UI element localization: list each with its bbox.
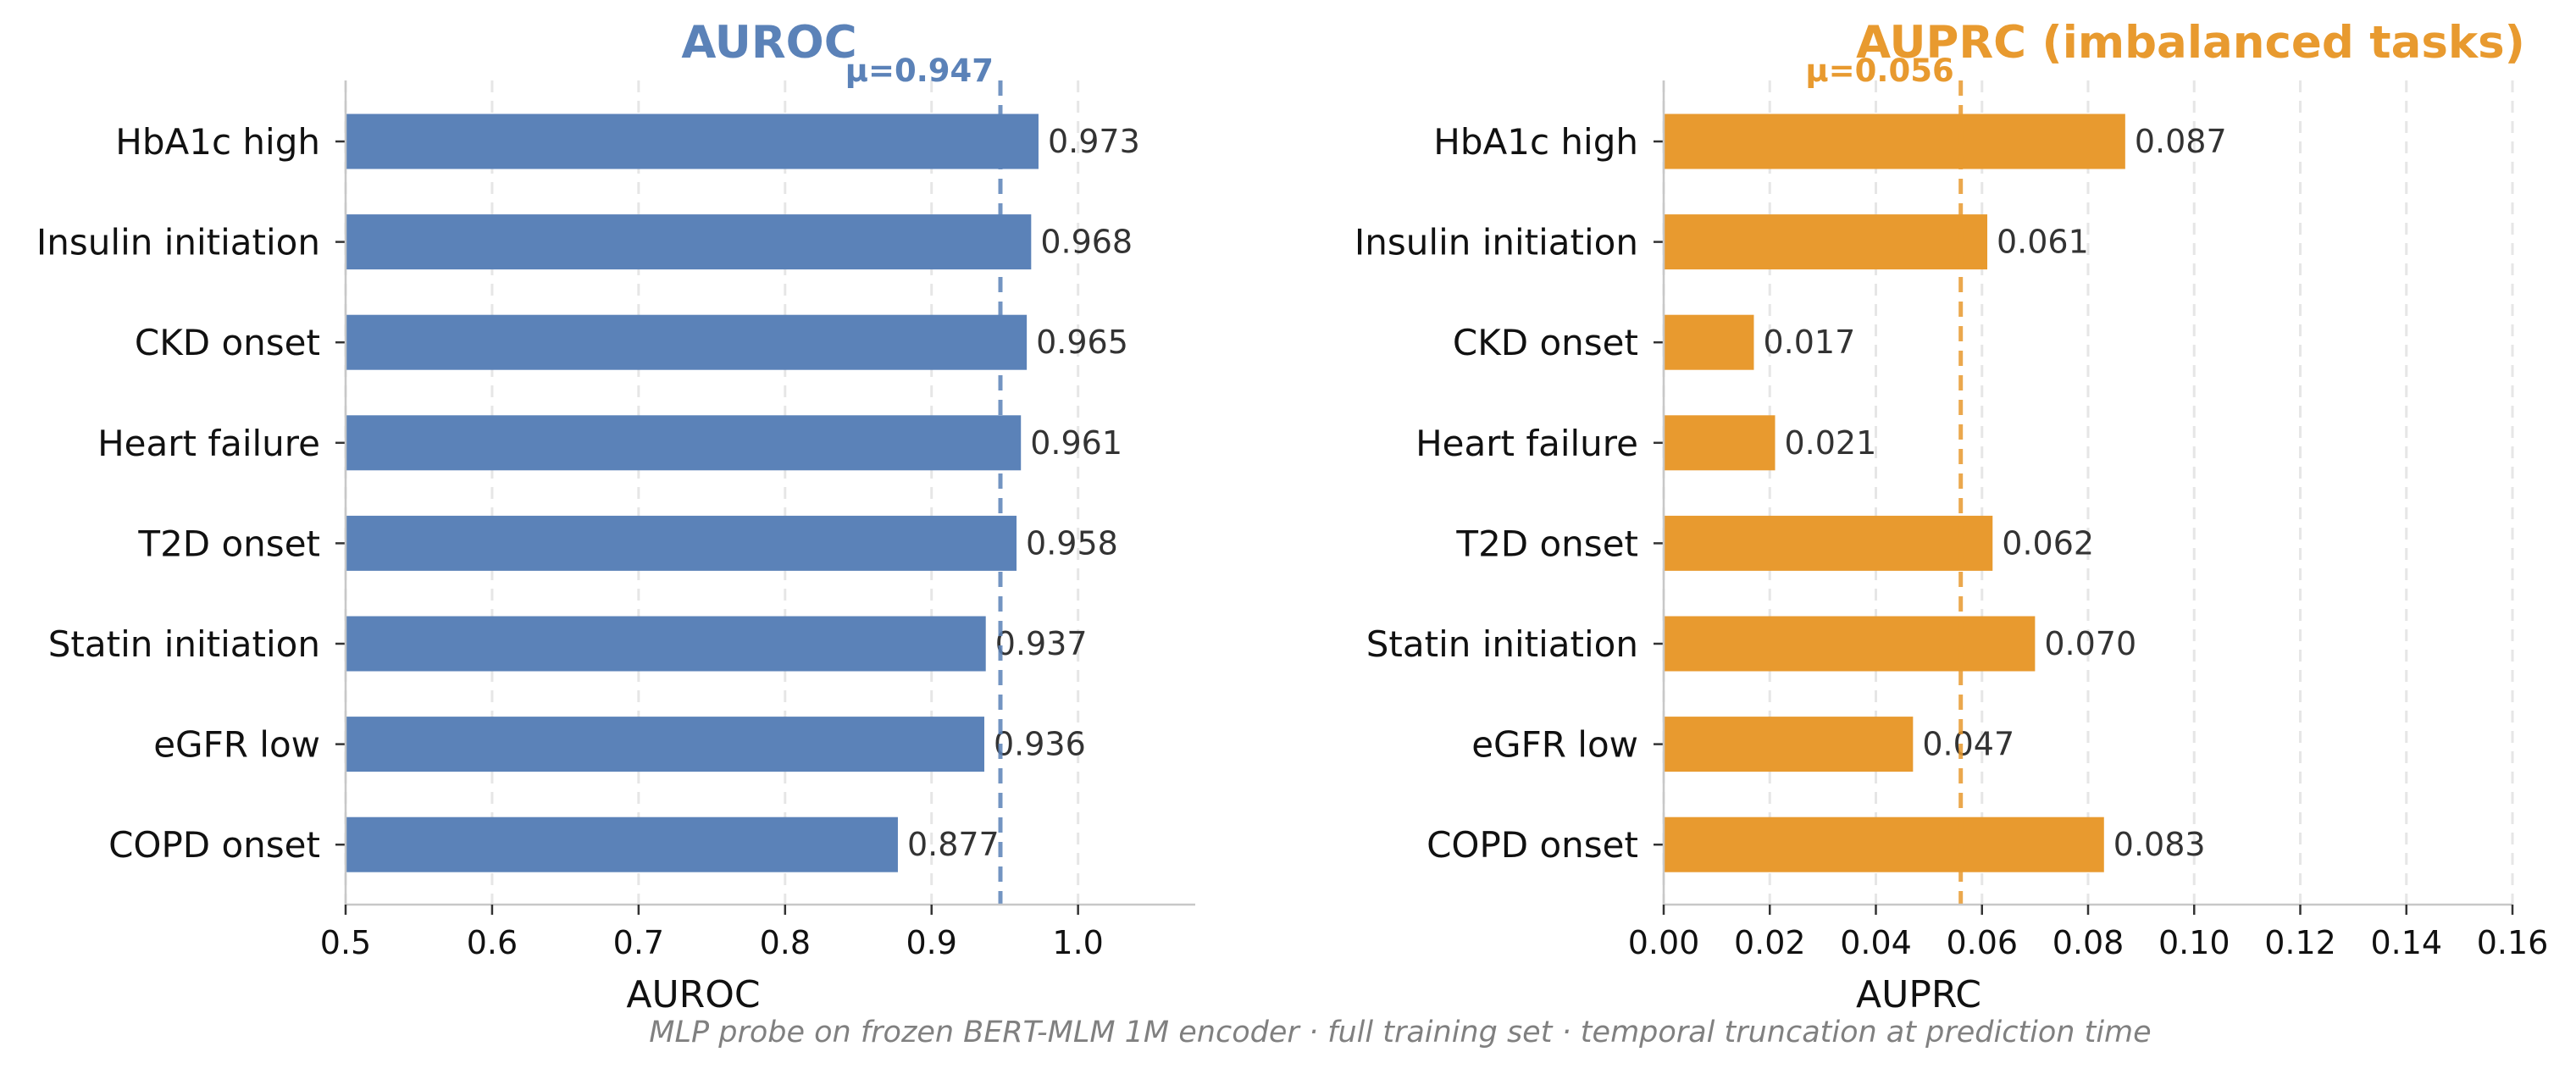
x-tick-label: 0.10 — [2158, 924, 2230, 961]
bar — [1664, 415, 1776, 471]
x-tick-label: 0.14 — [2370, 924, 2442, 961]
bar — [346, 717, 984, 772]
mean-label: μ=0.947 — [845, 53, 994, 89]
bar — [346, 415, 1022, 471]
bar — [346, 113, 1039, 169]
value-label: 0.968 — [1040, 224, 1133, 261]
bar — [346, 314, 1028, 370]
auroc-panel: 0.973 HbA1c high 0.968 Insulin initiation 0.… — [36, 17, 1195, 1016]
x-axis-label: AUROC — [626, 973, 760, 1016]
category-label: eGFR low — [153, 724, 320, 766]
x-tick-label: 0.5 — [320, 924, 371, 961]
x-tick-label: 0.8 — [760, 924, 811, 961]
category-label: T2D onset — [1455, 523, 1638, 564]
bar — [346, 515, 1017, 571]
category-label: COPD onset — [108, 824, 320, 866]
mean-label: μ=0.056 — [1805, 53, 1953, 89]
bar — [1664, 113, 2125, 169]
x-tick-label: 0.08 — [2052, 924, 2125, 961]
category-label: CKD onset — [135, 322, 320, 363]
x-tick-label: 0.7 — [613, 924, 664, 961]
x-tick-label: 0.9 — [906, 924, 957, 961]
category-label: Insulin initiation — [36, 222, 320, 263]
value-label: 0.973 — [1048, 123, 1140, 160]
category-label: HbA1c high — [115, 121, 320, 163]
bar — [346, 817, 898, 872]
value-label: 0.087 — [2135, 123, 2227, 160]
x-tick-label: 0.6 — [467, 924, 518, 961]
panel-title: AUROC — [681, 17, 856, 69]
auprc-panel: 0.087 HbA1c high 0.061 Insulin initiation 0.… — [1354, 17, 2548, 1016]
x-tick-label: 1.0 — [1052, 924, 1103, 961]
value-label: 0.017 — [1763, 324, 1855, 361]
value-label: 0.936 — [994, 726, 1086, 763]
category-label: COPD onset — [1426, 824, 1638, 866]
bar — [1664, 616, 2036, 672]
category-label: T2D onset — [137, 523, 320, 564]
value-label: 0.965 — [1036, 324, 1128, 361]
x-tick-label: 0.04 — [1840, 924, 1912, 961]
value-label: 0.877 — [907, 826, 1000, 863]
category-label: HbA1c high — [1433, 121, 1638, 163]
x-tick-label: 0.00 — [1628, 924, 1700, 961]
value-label: 0.958 — [1026, 524, 1118, 562]
bar — [1664, 314, 1754, 370]
x-tick-label: 0.16 — [2477, 924, 2549, 961]
value-label: 0.083 — [2113, 826, 2206, 863]
bar — [1664, 515, 1993, 571]
category-label: Statin initiation — [48, 623, 320, 665]
x-tick-label: 0.02 — [1734, 924, 1806, 961]
category-label: eGFR low — [1471, 724, 1638, 766]
x-tick-label: 0.06 — [1946, 924, 2018, 961]
bar — [346, 616, 986, 672]
value-label: 0.062 — [2002, 524, 2094, 562]
x-axis-label: AUPRC — [1856, 973, 1981, 1016]
footer-caption: MLP probe on frozen BERT-MLM 1M encoder … — [649, 1016, 2151, 1049]
bar — [1664, 717, 1914, 772]
category-label: Statin initiation — [1366, 623, 1638, 665]
x-tick-label: 0.12 — [2264, 924, 2336, 961]
bar — [346, 214, 1032, 270]
value-label: 0.937 — [995, 625, 1088, 662]
value-label: 0.021 — [1785, 424, 1877, 462]
category-label: CKD onset — [1453, 322, 1638, 363]
value-label: 0.961 — [1030, 424, 1122, 462]
value-label: 0.047 — [1922, 726, 2014, 763]
category-label: Heart failure — [1415, 423, 1638, 464]
bar — [1664, 214, 1988, 270]
panel-title: AUPRC (imbalanced tasks) — [1856, 17, 2525, 69]
category-label: Insulin initiation — [1354, 222, 1638, 263]
category-label: Heart failure — [97, 423, 320, 464]
bar — [1664, 817, 2104, 872]
value-label: 0.061 — [1997, 224, 2089, 261]
value-label: 0.070 — [2044, 625, 2136, 662]
